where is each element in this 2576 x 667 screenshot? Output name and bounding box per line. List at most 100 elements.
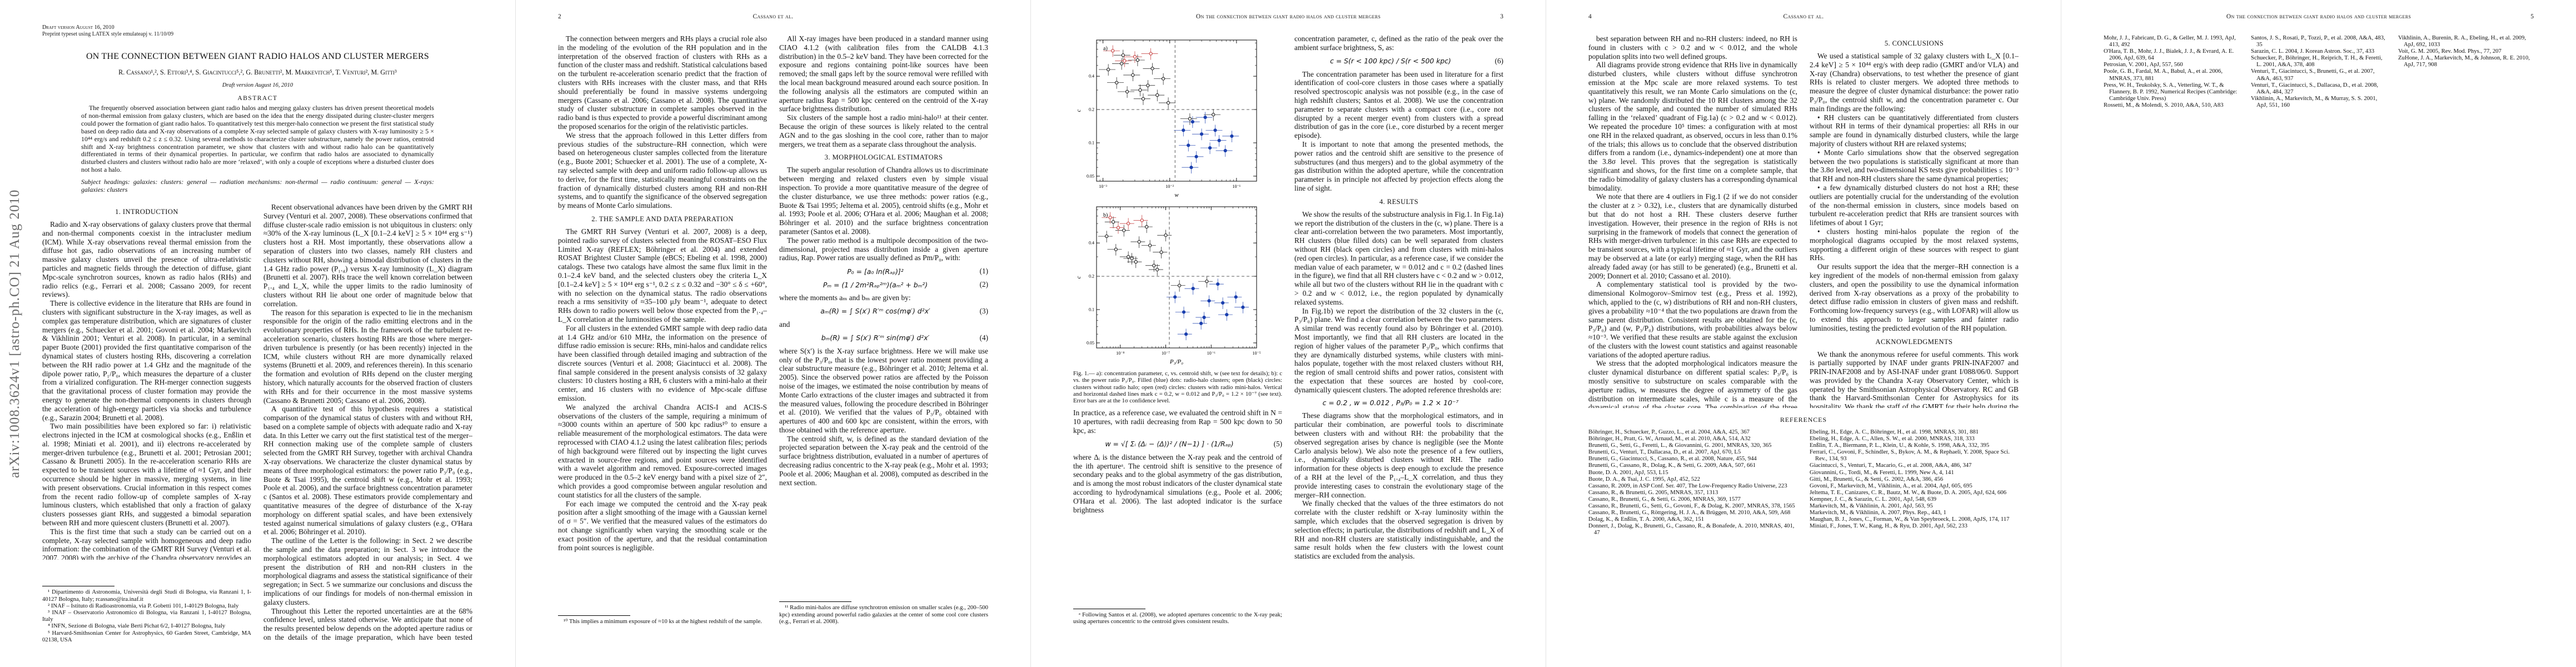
svg-text:10⁻⁵: 10⁻⁵ [1252, 351, 1260, 356]
reference-entry: Miniati, F., Jones, T. W., Kang, H., & R… [1810, 522, 1967, 530]
affiliation-footnotes: ¹ Dipartimento di Astronomia, Università… [42, 584, 251, 643]
svg-text:10⁻⁸: 10⁻⁸ [1116, 351, 1124, 356]
page1-preprint-header: Draft version August 16, 2010 Preprint t… [42, 24, 473, 38]
arxiv-stamp-text: arXiv:1008.3624v1 [astro-ph.CO] 21 Aug 2… [7, 189, 22, 478]
body-paragraph: There is collective evidence in the lite… [42, 299, 251, 422]
equation-number: (6) [1494, 56, 1503, 65]
body-paragraph: A complementary statistical tool is prov… [1588, 280, 1797, 359]
footnote-rule [558, 615, 630, 616]
running-head-title: On the connection between giant radio ha… [1195, 13, 1381, 20]
reference-entry: Rossetti, M., & Molendi, S. 2010, A&A, 5… [2104, 101, 2224, 108]
footnote-rule [779, 601, 851, 603]
body-paragraph: Our results support the idea that the me… [1810, 262, 2019, 332]
body-paragraph: All diagrams provide strong evidence tha… [1588, 61, 1797, 192]
svg-text:10⁻³: 10⁻³ [1099, 184, 1107, 189]
reference-entry: Markevitch, M., & Vikhlinin, A. 2007, Ph… [1810, 509, 1946, 516]
body-paragraph: The superb angular resolution of Chandra… [779, 166, 988, 236]
body-paragraph: where the moments aₘ and bₘ are given by… [779, 293, 911, 302]
equation-6: c = S(r < 100 kpc) ∕ S(r < 500 kpc) (6) [1294, 57, 1503, 66]
body-paragraph: and [779, 320, 790, 328]
svg-text:0.4: 0.4 [1089, 74, 1094, 79]
page-number: 3 [1500, 13, 1503, 20]
author-list: R. Cassano¹,², S. Ettori³,⁴, S. Giacintu… [118, 68, 397, 76]
reference-entry: Vikhlinin, A., Markevitch, M., & Murray,… [2251, 94, 2378, 108]
reference-entry: Cassano, R., Brunetti, G., Setti, G., Go… [1588, 502, 1795, 510]
body-paragraph: These diagrams show that the morphologic… [1294, 411, 1503, 499]
reference-entry: Dolag, K., & Enßlin, T. A. 2000, A&A, 36… [1588, 516, 1705, 523]
equation-number: (2) [979, 280, 988, 289]
reference-entry: Vikhlinin, A., Burenin, R. A., Ebeling, … [2398, 34, 2527, 48]
arxiv-stamp: arXiv:1008.3624v1 [astro-ph.CO] 21 Aug 2… [6, 0, 24, 667]
footnote: ᵃ Following Santos et al. (2008), we ado… [1073, 611, 1282, 625]
page4-references-col1: Böhringer, H., Schuecker, P., Guzzo, L.,… [1588, 429, 1797, 605]
svg-text:10⁻⁶: 10⁻⁶ [1207, 351, 1215, 356]
abstract-heading: ABSTRACT [237, 95, 278, 102]
body-paragraph: Two main possibilities have been explore… [42, 422, 251, 527]
page-3: On the connection between giant radio ha… [1030, 0, 1546, 667]
page3-left-column: 10⁻³ 10⁻² 10⁻¹ 0.05 0.1 0.2 0.4 w c a) 10⁻⁸ 10⁻⁷ 10… [1073, 34, 1282, 625]
equation-number: (1) [979, 267, 988, 276]
reference-entry: Cassano, R. 2009, in ASP Conf. Ser. 407,… [1588, 482, 1787, 489]
section-5-heading: 5. CONCLUSIONS [1884, 39, 1944, 47]
body-paragraph: The reason for this separation is expect… [263, 308, 472, 405]
body-paragraph: We show the results of the substructure … [1294, 210, 1503, 306]
body-paragraph: The centroid shift, w, is defined as the… [779, 434, 988, 487]
reference-entry: Venturi, T., Giacintucci, S., Dallacasa,… [2251, 81, 2379, 95]
reference-entry: Donnert, J., Dolag, K., Brunetti, G., Ca… [1588, 522, 1795, 536]
equation-1: P₀ = [a₀ ln(Rₐₚ)]² (1) [779, 267, 988, 276]
draft-version-line: Draft version August 16, 2010 [42, 24, 114, 31]
body-paragraph: Throughout this Letter the reported unce… [263, 606, 472, 643]
body-paragraph: concentration parameter, c, defined as t… [1294, 34, 1503, 52]
body-paragraph: For all clusters in the extended GMRT sa… [558, 323, 767, 403]
reference-entry: Mohr, J. J., Fabricant, D. G., & Geller,… [2104, 34, 2236, 48]
body-paragraph: It is important to note that among the p… [1294, 140, 1503, 192]
reference-entry: Santos, J. S., Rosati, P., Tozzi, P., et… [2251, 34, 2385, 48]
svg-text:w: w [1174, 192, 1179, 198]
reference-entry: Böhringer, H., Pratt, G. W., Arnaud, M.,… [1588, 435, 1751, 442]
affiliation-footnote: ² INAF – Istituto di Radioastronomia, vi… [48, 602, 239, 609]
reference-entry: Markevitch, M., & Vikhlinin, A. 2001, Ap… [1810, 502, 1933, 510]
abstract-text: The frequently observed association betw… [81, 104, 434, 174]
reference-entry: Cassano, R., Brunetti, G., & Setti, G. 2… [1588, 495, 1741, 502]
body-paragraph: Six clusters of the sample host a radio … [779, 113, 988, 148]
reference-entry: Gitti, M., Brunetti, G., & Setti, G. 200… [1810, 475, 1944, 482]
affiliation-footnote: ⁴ INFN, Sezione di Bologna, viale Berti … [48, 623, 226, 630]
body-paragraph: A quantitative test of this hypothesis r… [263, 405, 472, 536]
title-date-line: Draft version August 16, 2010 [222, 82, 293, 88]
reference-entry: Ebeling, H., Edge, A. C., Böhringer, H.,… [1810, 429, 1979, 435]
page-4: 4 Cassano et al. best separation between… [1546, 0, 2061, 667]
reference-entry: Poole, G. B., Fardal, M. A., Babul, A., … [2104, 68, 2223, 82]
equation-number: (4) [979, 333, 988, 342]
reference-entry: Brunetti, G., Venturi, T., Dallacasa, D.… [1588, 449, 1741, 456]
body-paragraph: The power ratio method is a multipole de… [779, 236, 988, 262]
reference-entry: Brunetti, G., Cassano, R., Dolag, K., & … [1588, 462, 1756, 469]
page5-references-col2: Santos, J. S., Rosati, P., Tozzi, P., et… [2251, 34, 2386, 201]
svg-text:c: c [1075, 276, 1082, 278]
page4-right-column: 5. CONCLUSIONS We used a statistical sam… [1810, 34, 2019, 408]
body-paragraph: For each image we computed the centroid … [558, 499, 767, 552]
page5-references-col1: Mohr, J. J., Fabricant, D. G., & Geller,… [2104, 34, 2239, 201]
page-5: On the connection between giant radio ha… [2061, 0, 2576, 667]
figure-panel-b: 10⁻⁸ 10⁻⁷ 10⁻⁶ 10⁻⁵ 0.05 0.1 0.2 0.4 P₃/P₀ c b) [1073, 201, 1262, 368]
reference-entry: Venturi, T., Giacintucci, S., Brunetti, … [2251, 68, 2375, 82]
affiliation-footnote: ¹ Dipartimento di Astronomia, Università… [42, 589, 251, 603]
svg-text:10⁻²: 10⁻² [1165, 184, 1174, 189]
reference-entry: ZuHone, J. A., Markevitch, M., & Johnson… [2398, 54, 2530, 68]
threshold-values-line: c = 0.2 , w = 0.012 , P₃/P₀ = 1.2 × 10⁻⁷ [1294, 399, 1503, 407]
reference-entry: Sarazin, C. L. 2004, J. Korean Astron. S… [2251, 48, 2375, 55]
svg-text:a): a) [1103, 46, 1108, 52]
equation-body: P₀ = [a₀ ln(Rₐₚ)]² [847, 267, 904, 276]
running-head-authors: Cassano et al. [753, 13, 794, 20]
reference-entry: Press, W. H., Teukolsky, S. A., Vetterli… [2104, 81, 2238, 102]
page3-right-column: concentration parameter, c, defined as t… [1294, 34, 1503, 625]
page-number: 2 [558, 13, 561, 20]
reference-entry: Voit, G. M. 2005, Rev. Mod. Phys., 77, 2… [2398, 48, 2502, 55]
page1-col2-paragraphs: Recent observational advances have been … [263, 203, 472, 643]
body-paragraph: Radio and X-ray observations of galaxy c… [42, 220, 251, 299]
figure-panel-a: 10⁻³ 10⁻² 10⁻¹ 0.05 0.1 0.2 0.4 w c a) [1073, 34, 1262, 201]
footnote: ¹¹ Radio mini-halos are diffuse synchrot… [779, 604, 988, 625]
body-paragraph: where Δᵢ is the distance between the X-r… [1073, 452, 1282, 514]
svg-text:0.2: 0.2 [1089, 107, 1094, 112]
svg-text:0.1: 0.1 [1089, 307, 1094, 312]
